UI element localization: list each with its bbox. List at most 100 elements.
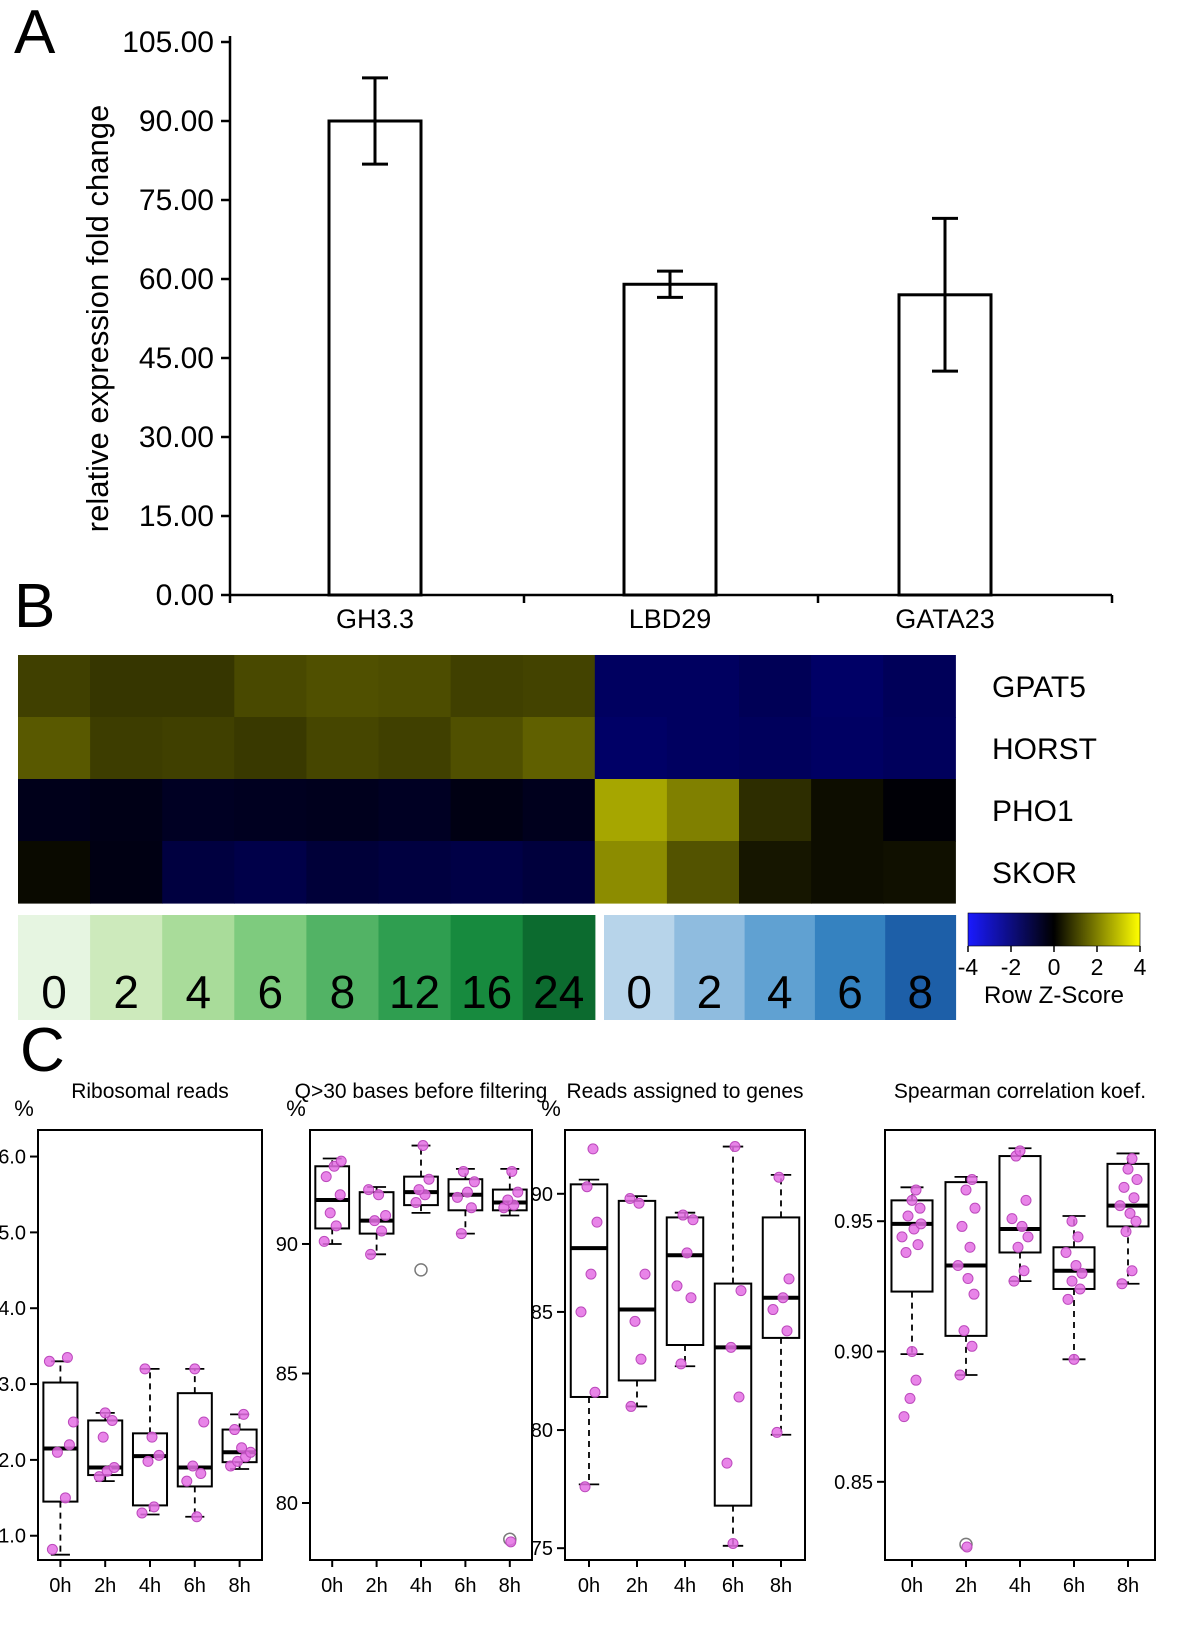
data-point <box>502 1194 514 1206</box>
x-category-label: 2h <box>955 1575 977 1597</box>
data-point <box>413 1184 425 1196</box>
heatmap-cell <box>450 779 524 842</box>
blue-scale-segment <box>604 915 675 1020</box>
box-4h <box>403 1140 439 1277</box>
box-2h <box>944 1174 988 1553</box>
heatmap-cell <box>522 841 596 904</box>
heatmap-cell <box>306 717 380 780</box>
data-point <box>681 1247 693 1259</box>
data-point <box>677 1209 689 1221</box>
data-point <box>956 1220 968 1232</box>
data-point <box>1120 1226 1132 1238</box>
heatmap-cell <box>90 655 163 718</box>
data-point <box>67 1416 79 1428</box>
plot-title: Reads assigned to genes <box>567 1080 804 1103</box>
iqr-box <box>617 1199 657 1382</box>
heatmap-row-SKOR <box>18 841 956 904</box>
x-category-label: 6h <box>184 1575 206 1597</box>
box-0h <box>314 1155 351 1247</box>
green-scale-label: 0 <box>41 966 67 1018</box>
data-point <box>369 1215 381 1227</box>
bar-LBD29 <box>622 282 718 597</box>
x-category-label: 8h <box>1117 1575 1139 1597</box>
y-axis-unit: % <box>286 1096 306 1121</box>
heatmap-cell <box>306 655 380 718</box>
heatmap-cell <box>378 717 452 780</box>
x-category-label: LBD29 <box>629 604 712 634</box>
data-point <box>1006 1213 1018 1225</box>
data-point <box>1116 1278 1128 1290</box>
data-point <box>334 1189 346 1201</box>
heatmap-cell <box>594 841 668 904</box>
data-point <box>505 1536 517 1548</box>
x-category-label: 0h <box>49 1575 71 1597</box>
data-point <box>187 1460 199 1472</box>
data-point <box>781 1325 793 1337</box>
x-category-label: GATA23 <box>895 604 995 634</box>
y-tick-label: 85 <box>531 1302 553 1324</box>
data-point <box>373 1189 385 1201</box>
box-6h <box>176 1363 213 1523</box>
data-point <box>136 1507 148 1519</box>
y-tick-label: 90 <box>531 1184 553 1206</box>
box-6h <box>447 1165 484 1240</box>
data-point <box>896 1231 908 1243</box>
x-category-label: 8h <box>770 1575 792 1597</box>
color-key-tick-label: 4 <box>1134 954 1147 980</box>
y-tick-label: 60.00 <box>139 263 214 296</box>
box-6h <box>1052 1215 1096 1365</box>
y-tick-label: 0.90 <box>834 1342 873 1364</box>
x-category-label: 0h <box>578 1575 600 1597</box>
boxplot-box-q30: Q>30 bases before filtering% 80 85 90 0h 2h 4h… <box>276 1080 548 1597</box>
data-point <box>952 1260 964 1272</box>
x-category-label: 2h <box>626 1575 648 1597</box>
iqr-box <box>944 1181 988 1337</box>
color-key-tick-label: 0 <box>1048 954 1061 980</box>
data-point <box>106 1414 118 1426</box>
data-point <box>1008 1275 1020 1287</box>
data-point <box>960 1184 972 1196</box>
data-point <box>1072 1231 1084 1243</box>
y-tick-label: 75.00 <box>139 184 214 217</box>
data-point <box>915 1218 927 1230</box>
data-point <box>191 1511 203 1523</box>
data-point <box>910 1374 922 1386</box>
heatmap-cell <box>90 779 163 842</box>
heatmap-row-label: HORST <box>992 733 1097 766</box>
heatmap-cell <box>666 655 740 718</box>
data-point <box>587 1143 599 1155</box>
data-point <box>1062 1293 1074 1305</box>
data-point <box>451 1191 463 1203</box>
panel-b-label: B <box>14 572 56 641</box>
green-scale-label: 24 <box>533 966 584 1018</box>
heatmap-cell <box>666 779 740 842</box>
data-point <box>1018 1265 1030 1277</box>
plot-title: Spearman correlation koef. <box>894 1080 1146 1103</box>
blue-scale-label: 0 <box>626 966 652 1018</box>
heatmap-row-HORST <box>18 717 956 780</box>
data-point <box>365 1248 377 1260</box>
data-point <box>335 1155 347 1167</box>
y-tick-label: 5.0 <box>0 1222 26 1244</box>
data-point <box>320 1171 332 1183</box>
data-point <box>961 1541 973 1553</box>
y-tick-label: 45.00 <box>139 342 214 375</box>
heatmap-cell <box>594 779 668 842</box>
data-point <box>904 1392 916 1404</box>
heatmap-cell <box>18 841 91 904</box>
green-scale-segment <box>378 915 452 1020</box>
data-point <box>410 1197 422 1209</box>
boxplot-box-genes: Reads assigned to genes% 75 80 85 90 0h 2h 4h 6h… <box>531 1080 806 1597</box>
data-point <box>1076 1267 1088 1279</box>
data-point <box>585 1268 597 1280</box>
y-tick-label: 90 <box>276 1234 298 1256</box>
heatmap-cell <box>162 717 235 780</box>
data-point <box>912 1239 924 1251</box>
y-tick-label: 105.00 <box>122 26 214 59</box>
y-tick-label: 0.95 <box>834 1211 873 1233</box>
heatmap-cell <box>18 717 91 780</box>
data-point <box>625 1400 637 1412</box>
x-category-label: 8h <box>228 1575 250 1597</box>
blue-scale-segment <box>744 915 816 1020</box>
x-category-label: 6h <box>1063 1575 1085 1597</box>
